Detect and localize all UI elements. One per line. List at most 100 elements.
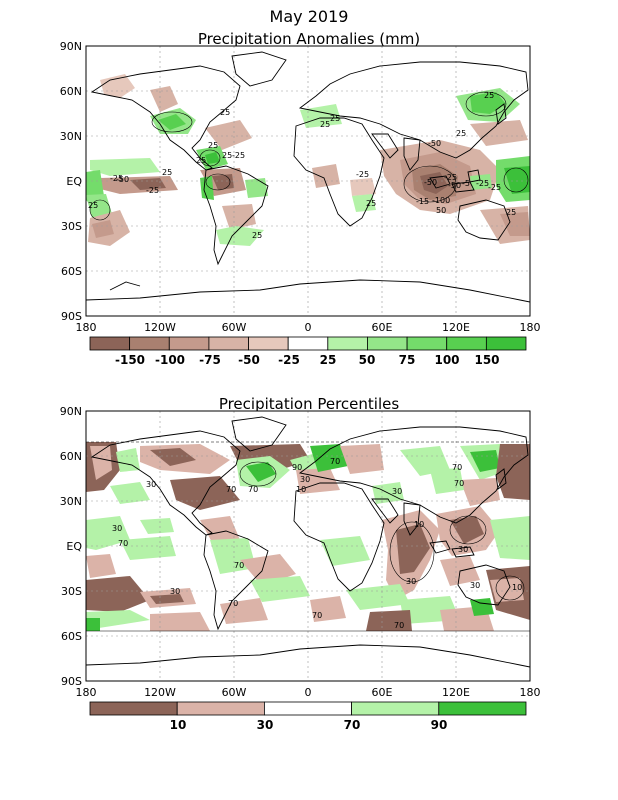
anomaly-colorbar-labels: -150 -100 -75 -50 -25 25 50 75 100 150 [115,353,500,367]
contour-label: -100 [432,196,450,205]
colorbar-label: 75 [399,353,416,367]
colorbar-swatch [89,701,178,716]
contour-label: 30 [170,587,180,596]
contour-label: 25 [330,114,340,123]
contour-label: 25 [220,108,230,117]
contour-label: -25 [146,186,159,195]
percentile-map-frame [85,410,531,682]
colorbar-swatch [208,336,249,351]
colorbar-swatch [129,336,170,351]
lat-label: 90N [60,40,82,53]
colorbar-label: 70 [344,718,361,732]
contour-label: 50 [436,206,446,215]
lon-label: 120E [442,321,470,334]
lat-label: 90N [60,405,82,418]
percentile-colorbar-labels: 10 30 70 90 [170,718,448,732]
contour-label: 25 [320,120,330,129]
colorbar-swatch [327,336,368,351]
colorbar-label: 30 [257,718,274,732]
percentile-panel-title: Precipitation Percentiles [219,395,400,413]
colorbar-label: -150 [115,353,145,367]
percentile-lat-labels: 90N 60N 30N EQ 30S 60S 90S [60,405,83,688]
lon-label: 60E [372,686,393,699]
colorbar-swatch [446,336,487,351]
contour-label: -50 [116,175,129,184]
lat-label: 30N [60,495,82,508]
colorbar-label: 50 [359,353,376,367]
contour-label: 70 [234,561,244,570]
anomaly-coastlines [86,51,530,303]
contour-label: 70 [228,599,238,608]
anomaly-contours [89,91,529,221]
anomaly-colorbar [89,336,527,351]
contour-label: 25 [208,141,218,150]
lon-label: 60E [372,321,393,334]
anomaly-panel: Precipitation Anomalies (mm) [60,30,541,367]
contour-label: 30 [392,487,402,496]
lat-label: 60S [61,265,82,278]
lat-label: 30N [60,130,82,143]
lon-label: 120E [442,686,470,699]
lat-label: 30S [61,220,82,233]
percentile-lon-labels: 180 120W 60W 0 60E 120E 180 [76,686,541,699]
contour-label: 30 [146,480,156,489]
contour-label: 25 [222,151,232,160]
contour-label: 70 [312,611,322,620]
colorbar-label: -100 [155,353,185,367]
lat-label: 60N [60,85,82,98]
contour-label: 70 [118,539,128,548]
contour-label: -25 [356,170,369,179]
lon-label: 120W [144,686,176,699]
colorbar-swatch [367,336,408,351]
contour-label: 10 [414,520,424,529]
colorbar-swatch [287,336,329,351]
contour-label: 30 [458,545,468,554]
lon-label: 60W [222,686,247,699]
contour-label: -25 [232,151,245,160]
contour-label: 90 [292,463,302,472]
lon-label: 180 [520,686,541,699]
contour-label: -50 [448,181,461,190]
contour-label: 70 [330,457,340,466]
contour-label: 30 [406,577,416,586]
colorbar-swatch [176,701,265,716]
contour-label: 10 [296,485,306,494]
colorbar-label: -50 [238,353,260,367]
lon-label: 180 [76,321,97,334]
lon-label: 120W [144,321,176,334]
contour-label: -25 [110,174,123,183]
contour-label: 10 [512,583,522,592]
percentile-colorbar [89,701,527,716]
contour-label: 70 [452,463,462,472]
lon-label: 0 [305,321,312,334]
colorbar-label: -25 [278,353,300,367]
lat-label: 90S [61,675,82,688]
percentile-grid [86,411,530,681]
lat-label: 90S [61,310,82,323]
contour-label: 25 [456,129,466,138]
anomaly-grid [86,46,530,316]
colorbar-label: 100 [434,353,459,367]
contour-label: 25 [366,199,376,208]
lon-label: 60W [222,321,247,334]
percentile-contours [86,441,530,632]
contour-label: 25 [484,91,494,100]
lon-label: 0 [305,686,312,699]
colorbar-swatch [248,336,289,351]
anomaly-lon-labels: 180 120W 60W 0 60E 120E 180 [76,321,541,334]
lon-label: 180 [520,321,541,334]
contour-label: 25 [88,201,98,210]
colorbar-swatch [406,336,448,351]
figure-title: May 2019 [270,7,349,26]
percentile-coastlines [86,416,530,668]
contour-label: 25 [506,208,516,217]
anomaly-lat-labels: 90N 60N 30N EQ 30S 60S 90S [60,40,83,323]
contour-label: 70 [394,621,404,630]
colorbar-swatch [89,336,131,351]
colorbar-swatch [485,336,527,351]
contour-label: -50 [428,139,441,148]
lon-label: 180 [76,686,97,699]
colorbar-label: 150 [474,353,499,367]
contour-label: 70 [226,485,236,494]
colorbar-swatch [168,336,210,351]
